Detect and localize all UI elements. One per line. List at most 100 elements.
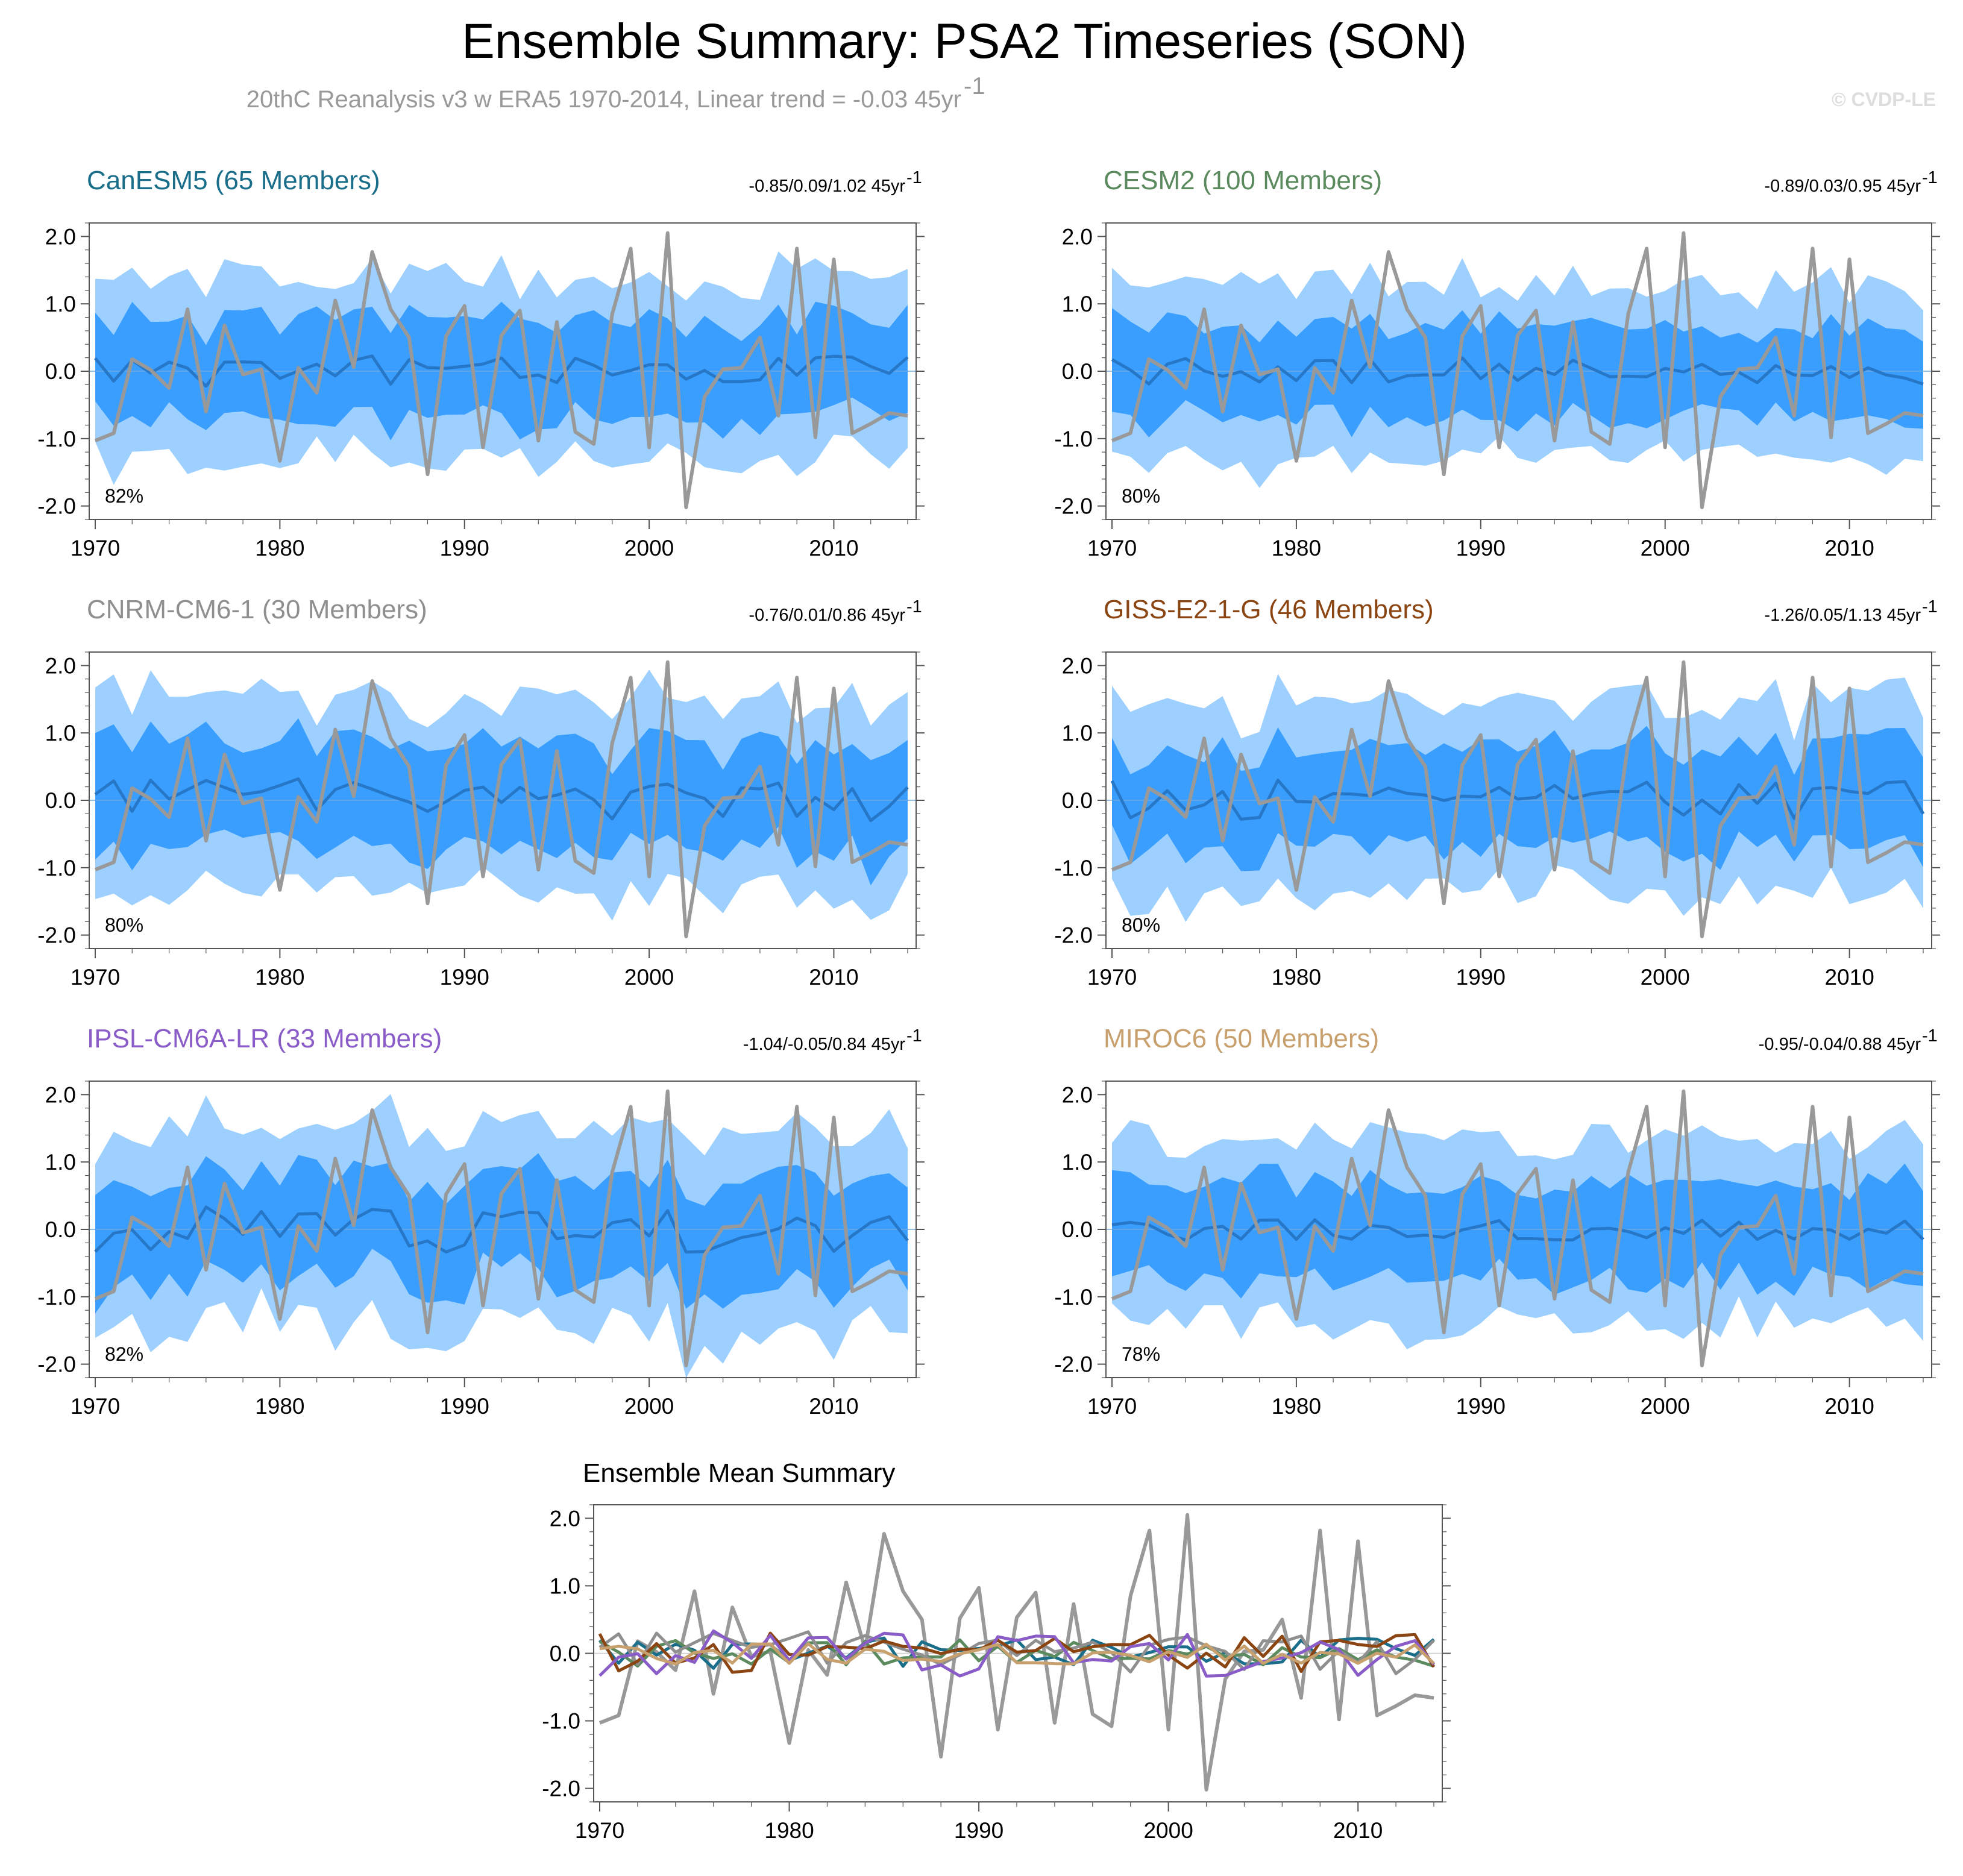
panel-5-title: MIROC6 (50 Members) (1104, 1024, 1379, 1053)
panel-5-percent-label: 78% (1122, 1343, 1160, 1365)
panel-4-ytick-label: 2.0 (45, 1082, 76, 1107)
panel-2-xtick-label: 1990 (440, 965, 489, 990)
panel-2-xtick-label: 1980 (255, 965, 304, 990)
panel-0-ytick-label: -1.0 (37, 427, 76, 451)
panel-4-xtick-label: 1970 (71, 1394, 120, 1419)
panel-4-ytick-label: 1.0 (45, 1150, 76, 1175)
panel-2-ytick-label: 2.0 (45, 653, 76, 678)
panel-1-xtick-label: 1970 (1087, 536, 1137, 560)
panel-5-xtick-label: 1970 (1087, 1394, 1137, 1419)
panel-1-ensemble-mean-line (1111, 356, 1924, 386)
panel-3-percent-label: 80% (1122, 914, 1160, 936)
panel-1-ytick-label: -2.0 (1054, 494, 1093, 519)
panel-0-trend-superscript: -1 (906, 168, 922, 187)
panel-3-xtick-label: 1980 (1272, 965, 1321, 990)
panel-1-ytick-label: 0.0 (1062, 359, 1093, 384)
panel-6-ytick-label: 0.0 (550, 1642, 580, 1666)
panel-1-ytick-label: -1.0 (1054, 427, 1093, 451)
panel-6-xtick-label: 1980 (764, 1818, 814, 1843)
panel-5-observed-line (1111, 1089, 1924, 1367)
panel-4-xtick-label: 2000 (624, 1394, 674, 1419)
panel-0-xtick-label: 2000 (624, 536, 674, 560)
panel-0-ensemble-mean-line (94, 354, 909, 388)
panel-2-ensemble-mean-line (94, 777, 909, 823)
figure-subtitle-superscript: -1 (964, 73, 985, 99)
panel-5-trend-text: -0.95/-0.04/0.88 45yr (1759, 1035, 1921, 1054)
panel-3-ytick-label: -2.0 (1054, 923, 1093, 948)
panel-3-xtick-label: 2010 (1824, 965, 1874, 990)
panel-0-percent-label: 82% (105, 485, 143, 507)
panel-3-trend-superscript: -1 (1922, 597, 1938, 616)
panel-5-ytick-label: 1.0 (1062, 1150, 1093, 1175)
panel-1-xtick-label: 2010 (1824, 536, 1874, 560)
panel-6-mean-line-5 (599, 1642, 1435, 1666)
panel-3-title: GISS-E2-1-G (46 Members) (1104, 595, 1434, 624)
panel-0-observed-line (94, 231, 908, 509)
panel-3-xtick-label: 1970 (1087, 965, 1137, 990)
panel-3-xtick-label: 1990 (1456, 965, 1506, 990)
panel-6-mean-line-4 (598, 1629, 1435, 1678)
panel-3-ytick-label: 1.0 (1062, 721, 1093, 745)
panel-6-ytick-label: -2.0 (542, 1777, 580, 1801)
panels-group: CanESM5 (65 Members) -0.85/0.09/1.02 45yr… (37, 166, 1940, 1843)
panel-6-xtick-label: 1970 (575, 1818, 624, 1843)
panel-0-ytick-label: 0.0 (45, 359, 76, 384)
panel-4-xtick-label: 2010 (809, 1394, 858, 1419)
panel-6-title: Ensemble Mean Summary (583, 1458, 895, 1488)
panel-0-xtick-label: 1980 (255, 536, 304, 560)
panel-1-title: CESM2 (100 Members) (1104, 166, 1382, 195)
panel-6-ytick-label: 2.0 (550, 1506, 580, 1531)
panel-2-xtick-label: 2000 (624, 965, 674, 990)
panel-5-ytick-label: -2.0 (1054, 1352, 1093, 1377)
panel-1-xtick-label: 1990 (1456, 536, 1506, 560)
panel-2-ytick-label: -1.0 (37, 856, 76, 880)
copyright-watermark: © CVDP-LE (1832, 89, 1936, 110)
panel-5-ytick-label: 0.0 (1062, 1217, 1093, 1242)
panel-3-ytick-label: -1.0 (1054, 856, 1093, 880)
panel-5-xtick-label: 1980 (1272, 1394, 1321, 1419)
panel-5-xtick-label: 2010 (1824, 1394, 1874, 1419)
panel-4-observed-line (94, 1089, 908, 1367)
panel-3-trend-text: -1.26/0.05/1.13 45yr (1764, 606, 1921, 625)
panel-4-trend-superscript: -1 (906, 1026, 922, 1046)
panel-6-mean-line-2 (598, 1630, 1435, 1675)
panel-0-xtick-label: 1990 (440, 536, 489, 560)
panel-4-ytick-label: 0.0 (45, 1217, 76, 1242)
panel-0-ytick-label: 2.0 (45, 224, 76, 249)
panel-4-ensemble-mean-line (94, 1205, 909, 1254)
panel-6-xtick-label: 2000 (1143, 1818, 1193, 1843)
panel-4-xtick-label: 1980 (255, 1394, 304, 1419)
panel-1-xtick-label: 2000 (1641, 536, 1690, 560)
panel-0-ytick-label: 1.0 (45, 292, 76, 316)
panel-1-ytick-label: 2.0 (1062, 224, 1093, 249)
panel-4-percent-label: 82% (105, 1343, 143, 1365)
panel-2-ytick-label: 1.0 (45, 721, 76, 745)
panel-6-ytick-label: 1.0 (550, 1573, 580, 1598)
panel-5-trend-superscript: -1 (1922, 1026, 1938, 1046)
panel-2-trend-text: -0.76/0.01/0.86 45yr (749, 606, 905, 625)
panel-4-trend-text: -1.04/-0.05/0.84 45yr (743, 1035, 906, 1054)
figure-title: Ensemble Summary: PSA2 Timeseries (SON) (462, 14, 1467, 69)
panel-2-percent-label: 80% (105, 914, 143, 936)
figure-subtitle: 20thC Reanalysis v3 w ERA5 1970-2014, Li… (247, 86, 961, 113)
panel-2-ytick-label: -2.0 (37, 923, 76, 948)
panel-1-observed-line (1111, 231, 1924, 509)
panel-6-observed-line (598, 1513, 1434, 1792)
panel-3-xtick-label: 2000 (1641, 965, 1690, 990)
panel-6-ytick-label: -1.0 (542, 1709, 580, 1734)
panel-5-xtick-label: 2000 (1641, 1394, 1690, 1419)
panel-1-trend-superscript: -1 (1922, 168, 1938, 187)
panel-0-xtick-label: 1970 (71, 536, 120, 560)
panel-5-ytick-label: 2.0 (1062, 1082, 1093, 1107)
panel-2-ytick-label: 0.0 (45, 788, 76, 813)
panel-4-inner-band (95, 1153, 908, 1314)
panel-2-xtick-label: 2010 (809, 965, 858, 990)
panel-0-xtick-label: 2010 (809, 536, 858, 560)
panel-2-title: CNRM-CM6-1 (30 Members) (87, 595, 427, 624)
panel-2-xtick-label: 1970 (71, 965, 120, 990)
panel-1-xtick-label: 1980 (1272, 536, 1321, 560)
panel-3-ensemble-mean-line (1110, 779, 1925, 821)
panel-2-observed-line (94, 660, 908, 938)
panel-4-ytick-label: -1.0 (37, 1285, 76, 1310)
